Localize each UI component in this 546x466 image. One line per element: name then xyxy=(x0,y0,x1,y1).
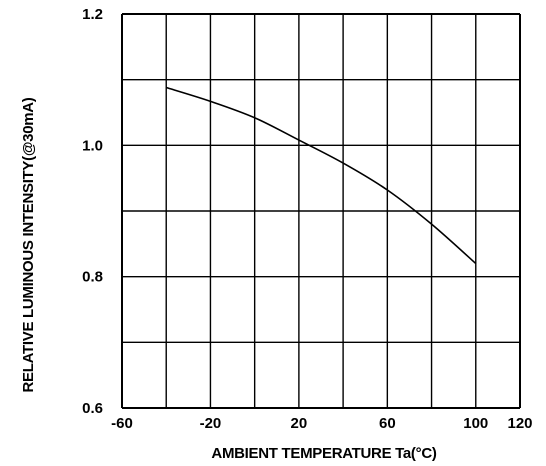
x-tick-label: -60 xyxy=(111,415,133,432)
y-tick-label: 0.8 xyxy=(82,269,103,286)
series-layer xyxy=(165,86,477,265)
y-tick-label: 0.6 xyxy=(82,400,103,417)
grid xyxy=(121,13,521,409)
y-tick-labels: 0.6 0.8 1.0 1.2 xyxy=(82,6,103,417)
series-line xyxy=(165,86,477,265)
x-axis-title: AMBIENT TEMPERATURE Ta(°C) xyxy=(211,445,436,462)
y-tick-label: 1.2 xyxy=(82,6,103,23)
x-tick-label: 20 xyxy=(291,415,308,432)
x-tick-labels: -60 -20 20 60 100 120 xyxy=(111,415,532,432)
x-tick-label: 100 xyxy=(463,415,488,432)
y-tick-label: 1.0 xyxy=(82,137,103,154)
y-axis-title: RELATIVE LUMINOUS INTENSITY(@30mA) xyxy=(20,97,37,392)
x-tick-label: 120 xyxy=(507,415,532,432)
x-tick-label: -20 xyxy=(200,415,222,432)
x-tick-label: 60 xyxy=(379,415,396,432)
